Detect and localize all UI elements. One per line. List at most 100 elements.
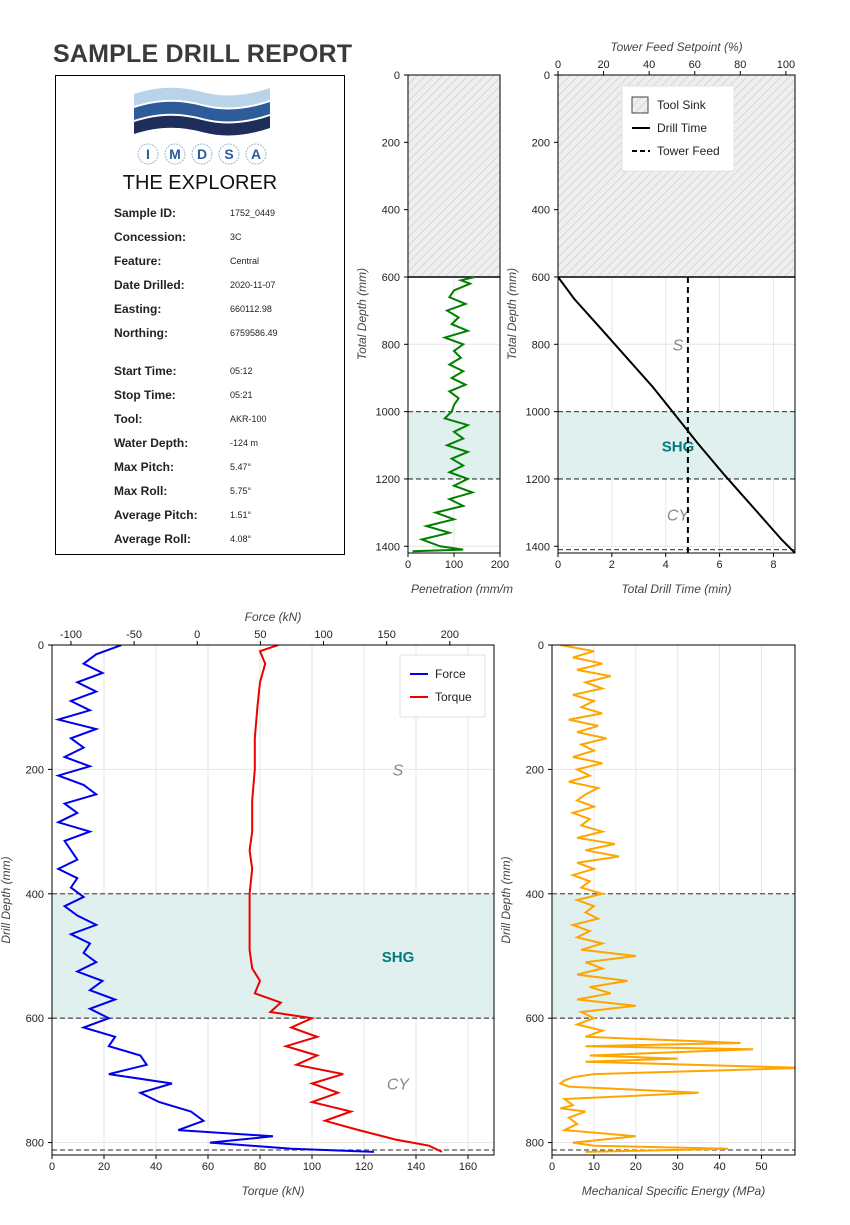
info-label: Date Drilled: bbox=[114, 278, 185, 292]
x-axis-label: Mechanical Specific Energy (MPa) bbox=[582, 1184, 765, 1198]
y-tick-label: 200 bbox=[526, 764, 544, 776]
y-tick-label: 400 bbox=[532, 205, 550, 217]
x2-tick-label: 200 bbox=[441, 629, 459, 641]
x2-tick-label: 50 bbox=[254, 629, 266, 641]
y-tick-label: 600 bbox=[532, 272, 550, 284]
x-tick-label: 50 bbox=[755, 1161, 767, 1173]
y-tick-label: 400 bbox=[382, 205, 400, 217]
info-value: 05:12 bbox=[230, 366, 253, 376]
x-tick-label: 120 bbox=[355, 1161, 373, 1173]
info-row: Concession: 3C bbox=[114, 230, 334, 246]
y-axis-label: Total Depth (mm) bbox=[355, 268, 369, 360]
y-axis-label: Drill Depth (mm) bbox=[499, 856, 513, 943]
x-tick-label: 100 bbox=[445, 559, 463, 571]
report-title: SAMPLE DRILL REPORT bbox=[53, 40, 353, 68]
shg-zone bbox=[552, 893, 795, 1019]
plot-frame bbox=[551, 644, 796, 1156]
info-row: Easting: 660112.98 bbox=[114, 302, 334, 318]
y-tick-label: 0 bbox=[538, 640, 544, 652]
y-tick-label: 400 bbox=[526, 889, 544, 901]
y-tick-label: 1000 bbox=[376, 407, 400, 419]
info-row: Stop Time: 05:21 bbox=[114, 388, 334, 404]
legend-label: Tower Feed bbox=[657, 144, 720, 158]
info-row: Average Roll: 4.08° bbox=[114, 532, 334, 548]
x-tick-label: 30 bbox=[672, 1161, 684, 1173]
info-label: Easting: bbox=[114, 302, 162, 316]
y-tick-label: 1200 bbox=[376, 474, 400, 486]
y-tick-label: 800 bbox=[26, 1138, 44, 1150]
layer-label: S bbox=[673, 337, 684, 354]
legend-label: Torque bbox=[435, 690, 472, 704]
info-row: Water Depth: -124 m bbox=[114, 436, 334, 452]
penetration-chart: 0 100 200 0 200 400 600 800 1000 1200 1400 Penetrat… bbox=[355, 70, 513, 596]
x-tick-label: 0 bbox=[549, 1161, 555, 1173]
x2-tick-label: 80 bbox=[734, 59, 746, 71]
y-tick-label: 600 bbox=[526, 1013, 544, 1025]
x-tick-label: 6 bbox=[717, 559, 723, 571]
x-tick-label: 160 bbox=[459, 1161, 477, 1173]
legend-label: Tool Sink bbox=[657, 98, 707, 112]
x2-tick-label: 60 bbox=[689, 59, 701, 71]
y-tick-label: 1400 bbox=[376, 541, 400, 553]
x-tick-label: 100 bbox=[303, 1161, 321, 1173]
tool-sink-region bbox=[408, 75, 500, 277]
x2-axis-label: Tower Feed Setpoint (%) bbox=[610, 40, 742, 54]
x2-tick-label: 0 bbox=[194, 629, 200, 641]
info-label: Stop Time: bbox=[114, 388, 176, 402]
layer-label: SHG bbox=[662, 438, 695, 455]
y-tick-label: 0 bbox=[394, 70, 400, 82]
info-value: AKR-100 bbox=[230, 414, 267, 424]
logo-letter: S bbox=[224, 146, 233, 162]
mse-chart: 0 10 20 30 40 50 0 200 400 600 800 Mechanical Speci… bbox=[499, 640, 796, 1198]
info-value: 3C bbox=[230, 232, 242, 242]
x2-tick-label: 20 bbox=[597, 59, 609, 71]
x-axis-label: Torque (kN) bbox=[242, 1184, 305, 1198]
y-tick-label: 800 bbox=[526, 1138, 544, 1150]
info-value: 2020-11-07 bbox=[230, 280, 276, 290]
layer-label: S bbox=[393, 762, 404, 779]
x-tick-label: 80 bbox=[254, 1161, 266, 1173]
logo-letter-ring bbox=[218, 143, 240, 165]
x2-tick-label: 40 bbox=[643, 59, 655, 71]
info-label: Average Roll: bbox=[114, 532, 191, 546]
x-tick-label: 140 bbox=[407, 1161, 425, 1173]
info-label: Northing: bbox=[114, 326, 168, 340]
info-value: 6759586.49 bbox=[230, 328, 278, 338]
info-value: 5.75° bbox=[230, 486, 252, 496]
x-tick-label: 2 bbox=[609, 559, 615, 571]
legend-box bbox=[399, 654, 486, 718]
x2-tick-label: -50 bbox=[126, 629, 142, 641]
chart-legend: Force Torque bbox=[399, 654, 486, 718]
x-tick-label: 20 bbox=[98, 1161, 110, 1173]
layer-label: CY bbox=[387, 1076, 411, 1093]
y-tick-label: 1200 bbox=[526, 474, 550, 486]
mse-series-line bbox=[558, 645, 795, 1153]
logo-letter: M bbox=[169, 146, 181, 162]
info-label: Average Pitch: bbox=[114, 508, 198, 522]
plot-frame bbox=[51, 644, 495, 1156]
x-tick-label: 200 bbox=[491, 559, 509, 571]
info-row: Start Time: 05:12 bbox=[114, 364, 334, 380]
y-tick-label: 200 bbox=[382, 137, 400, 149]
x2-tick-label: 100 bbox=[314, 629, 332, 641]
x-axis-label: Total Drill Time (min) bbox=[621, 582, 731, 596]
logo-letter-ring bbox=[191, 143, 213, 165]
info-label: Water Depth: bbox=[114, 436, 189, 450]
info-value: Central bbox=[230, 256, 260, 266]
info-row: Tool: AKR-100 bbox=[114, 412, 334, 428]
y-tick-label: 600 bbox=[26, 1013, 44, 1025]
x-tick-label: 0 bbox=[49, 1161, 55, 1173]
x-tick-label: 60 bbox=[202, 1161, 214, 1173]
shg-zone bbox=[52, 893, 494, 1019]
info-value: 1.51° bbox=[230, 510, 252, 520]
layer-label: CY bbox=[667, 507, 691, 524]
shg-zone bbox=[408, 411, 500, 479]
info-row: Max Pitch: 5.47° bbox=[114, 460, 334, 476]
info-label: Tool: bbox=[114, 412, 143, 426]
info-label: Start Time: bbox=[114, 364, 177, 378]
x-tick-label: 10 bbox=[588, 1161, 600, 1173]
x-tick-label: 20 bbox=[630, 1161, 642, 1173]
